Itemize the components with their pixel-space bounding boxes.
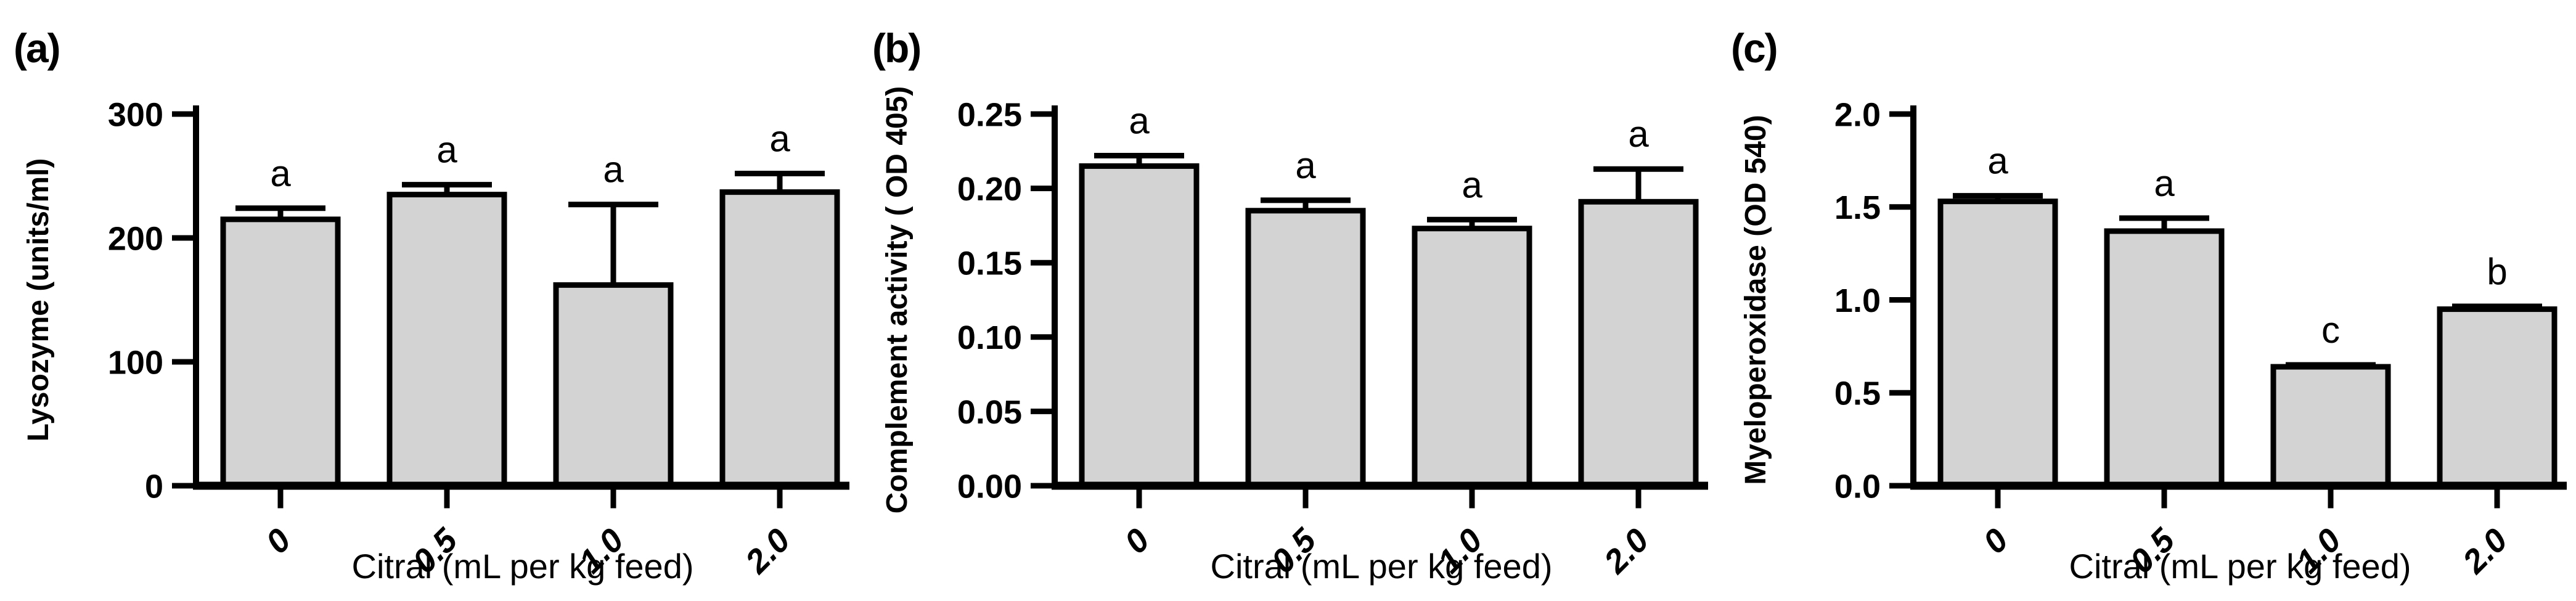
- x-tick-label: 0: [1976, 521, 2016, 561]
- sig-letter: a: [1462, 164, 1482, 205]
- bar: [719, 189, 840, 489]
- y-tick-label: 0: [145, 468, 163, 505]
- chart-panel-c: (c) a a c b 0.0 0.5 1.0 1.5 2.0 0 0.5 1.0 2.0 Myelope…: [1717, 0, 2576, 601]
- y-tick-label: 200: [108, 220, 163, 257]
- bar: [1412, 226, 1532, 489]
- bar: [1578, 198, 1699, 489]
- y-tick-label: 0.20: [957, 171, 1022, 208]
- y-tick-label: 1.5: [1834, 189, 1881, 226]
- x-tick-label: 0: [259, 521, 298, 561]
- y-tick-label: 0.5: [1834, 375, 1881, 412]
- sig-letter: b: [2487, 251, 2507, 292]
- x-axis-title: Citral (mL per kg feed): [2069, 547, 2411, 586]
- sig-letter: a: [769, 118, 790, 159]
- sig-letter: a: [1295, 145, 1316, 186]
- y-tick-label: 300: [108, 96, 163, 133]
- sig-letter: a: [1987, 141, 2008, 182]
- x-axis-title: Citral (mL per kg feed): [352, 547, 694, 586]
- sig-letter: a: [2154, 163, 2175, 204]
- x-axis-title: Citral (mL per kg feed): [1211, 547, 1553, 586]
- bar: [1245, 208, 1366, 489]
- y-tick-label: 2.0: [1834, 96, 1881, 133]
- x-tick-label: 0: [1118, 521, 1157, 561]
- y-axis-title: Lysozyme (units/ml): [22, 158, 55, 442]
- x-tick-label: 2.0: [1597, 521, 1656, 581]
- sig-letter: a: [603, 149, 624, 190]
- bar: [2270, 364, 2391, 489]
- y-tick-label: 0.05: [957, 394, 1022, 431]
- bar: [386, 192, 507, 489]
- bar: [2437, 306, 2558, 489]
- y-axis-title: Complement activity ( OD 405): [881, 86, 914, 514]
- y-tick-label: 0.00: [957, 468, 1022, 505]
- bar-chart-complement-activity: aa aa0.000.050.100.150.200.250 0.5 1.0 2.0Co…: [881, 86, 1708, 586]
- panel-label-c: (c): [1731, 25, 1778, 71]
- panel-label-b: (b): [872, 25, 922, 71]
- chart-panel-b: (b) a a a a 0.00 0.05 0.10 0.15 0.20 0.25 0 0.5 1.0 2…: [859, 0, 1717, 601]
- bar: [1079, 163, 1200, 489]
- y-tick-label: 0.25: [957, 96, 1022, 133]
- x-tick-label: 2.0: [738, 521, 797, 581]
- x-tick-label: 2.0: [2455, 521, 2514, 581]
- y-axis-title: Myeloperoxidase (OD 540): [1740, 115, 1772, 484]
- bar: [1937, 198, 2058, 489]
- chart-panel-a: (a) a a a a 0 100 200 300 0 0.5 1.0 2.0 Lysozyme (un…: [0, 0, 859, 601]
- bar: [220, 216, 341, 489]
- y-tick-label: 1.0: [1834, 282, 1881, 319]
- bar: [2104, 228, 2225, 489]
- sig-letter: c: [2321, 309, 2340, 351]
- panel-label-a: (a): [14, 25, 61, 71]
- y-tick-label: 0.0: [1834, 468, 1881, 505]
- sig-letter: a: [1129, 100, 1150, 142]
- y-tick-label: 0.15: [957, 245, 1022, 282]
- y-tick-label: 0.10: [957, 319, 1022, 356]
- bar: [553, 282, 674, 489]
- sig-letter: a: [270, 153, 291, 194]
- sig-letter: a: [1628, 113, 1649, 155]
- sig-letter: a: [436, 129, 457, 171]
- y-tick-label: 100: [108, 344, 163, 381]
